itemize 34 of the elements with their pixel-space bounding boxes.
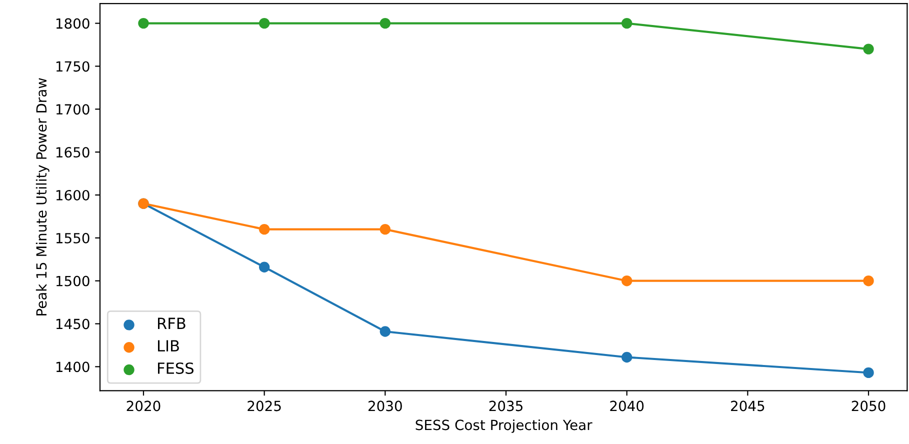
point (258, 224, 270, 235)
y-tick-label: 1550 (56, 232, 90, 244)
point (621, 18, 632, 29)
legend-label: FESS (158, 362, 194, 374)
x-tick-label: 2045 (731, 400, 764, 412)
point (621, 352, 632, 363)
y-tick-label: 1600 (56, 190, 90, 200)
legend-label: LIB (158, 340, 179, 352)
point (621, 275, 632, 286)
y-tick-label: 1800 (56, 18, 90, 29)
x-tick-label: 2025 (248, 400, 281, 412)
x-tick-label: 2040 (610, 400, 644, 412)
x-tick-label: 2020 (126, 400, 160, 412)
x-tick-label: 2030 (368, 400, 402, 412)
y-tick-label: 1650 (56, 147, 90, 158)
point (863, 44, 874, 54)
legend-label: RFB (158, 318, 186, 329)
x-tick-label: 2050 (852, 400, 886, 412)
point (258, 18, 270, 29)
point (863, 275, 874, 286)
x-axis-title: SESS Cost Projection Year (416, 419, 592, 433)
y-axis-title: Peak 15 Minute Utility Power Draw (36, 78, 50, 316)
y-tick-label: 1700 (56, 104, 90, 115)
y-tick-label: 1400 (56, 362, 90, 372)
y-tick-label: 1450 (56, 318, 90, 330)
point (380, 18, 391, 29)
x-tick-label: 2035 (489, 400, 522, 412)
y-tick-label: 1750 (56, 61, 90, 72)
y-tick-label: 1500 (56, 276, 90, 286)
point (138, 18, 149, 29)
point (380, 224, 391, 235)
point (863, 367, 874, 378)
point (258, 262, 270, 272)
point (380, 326, 391, 337)
